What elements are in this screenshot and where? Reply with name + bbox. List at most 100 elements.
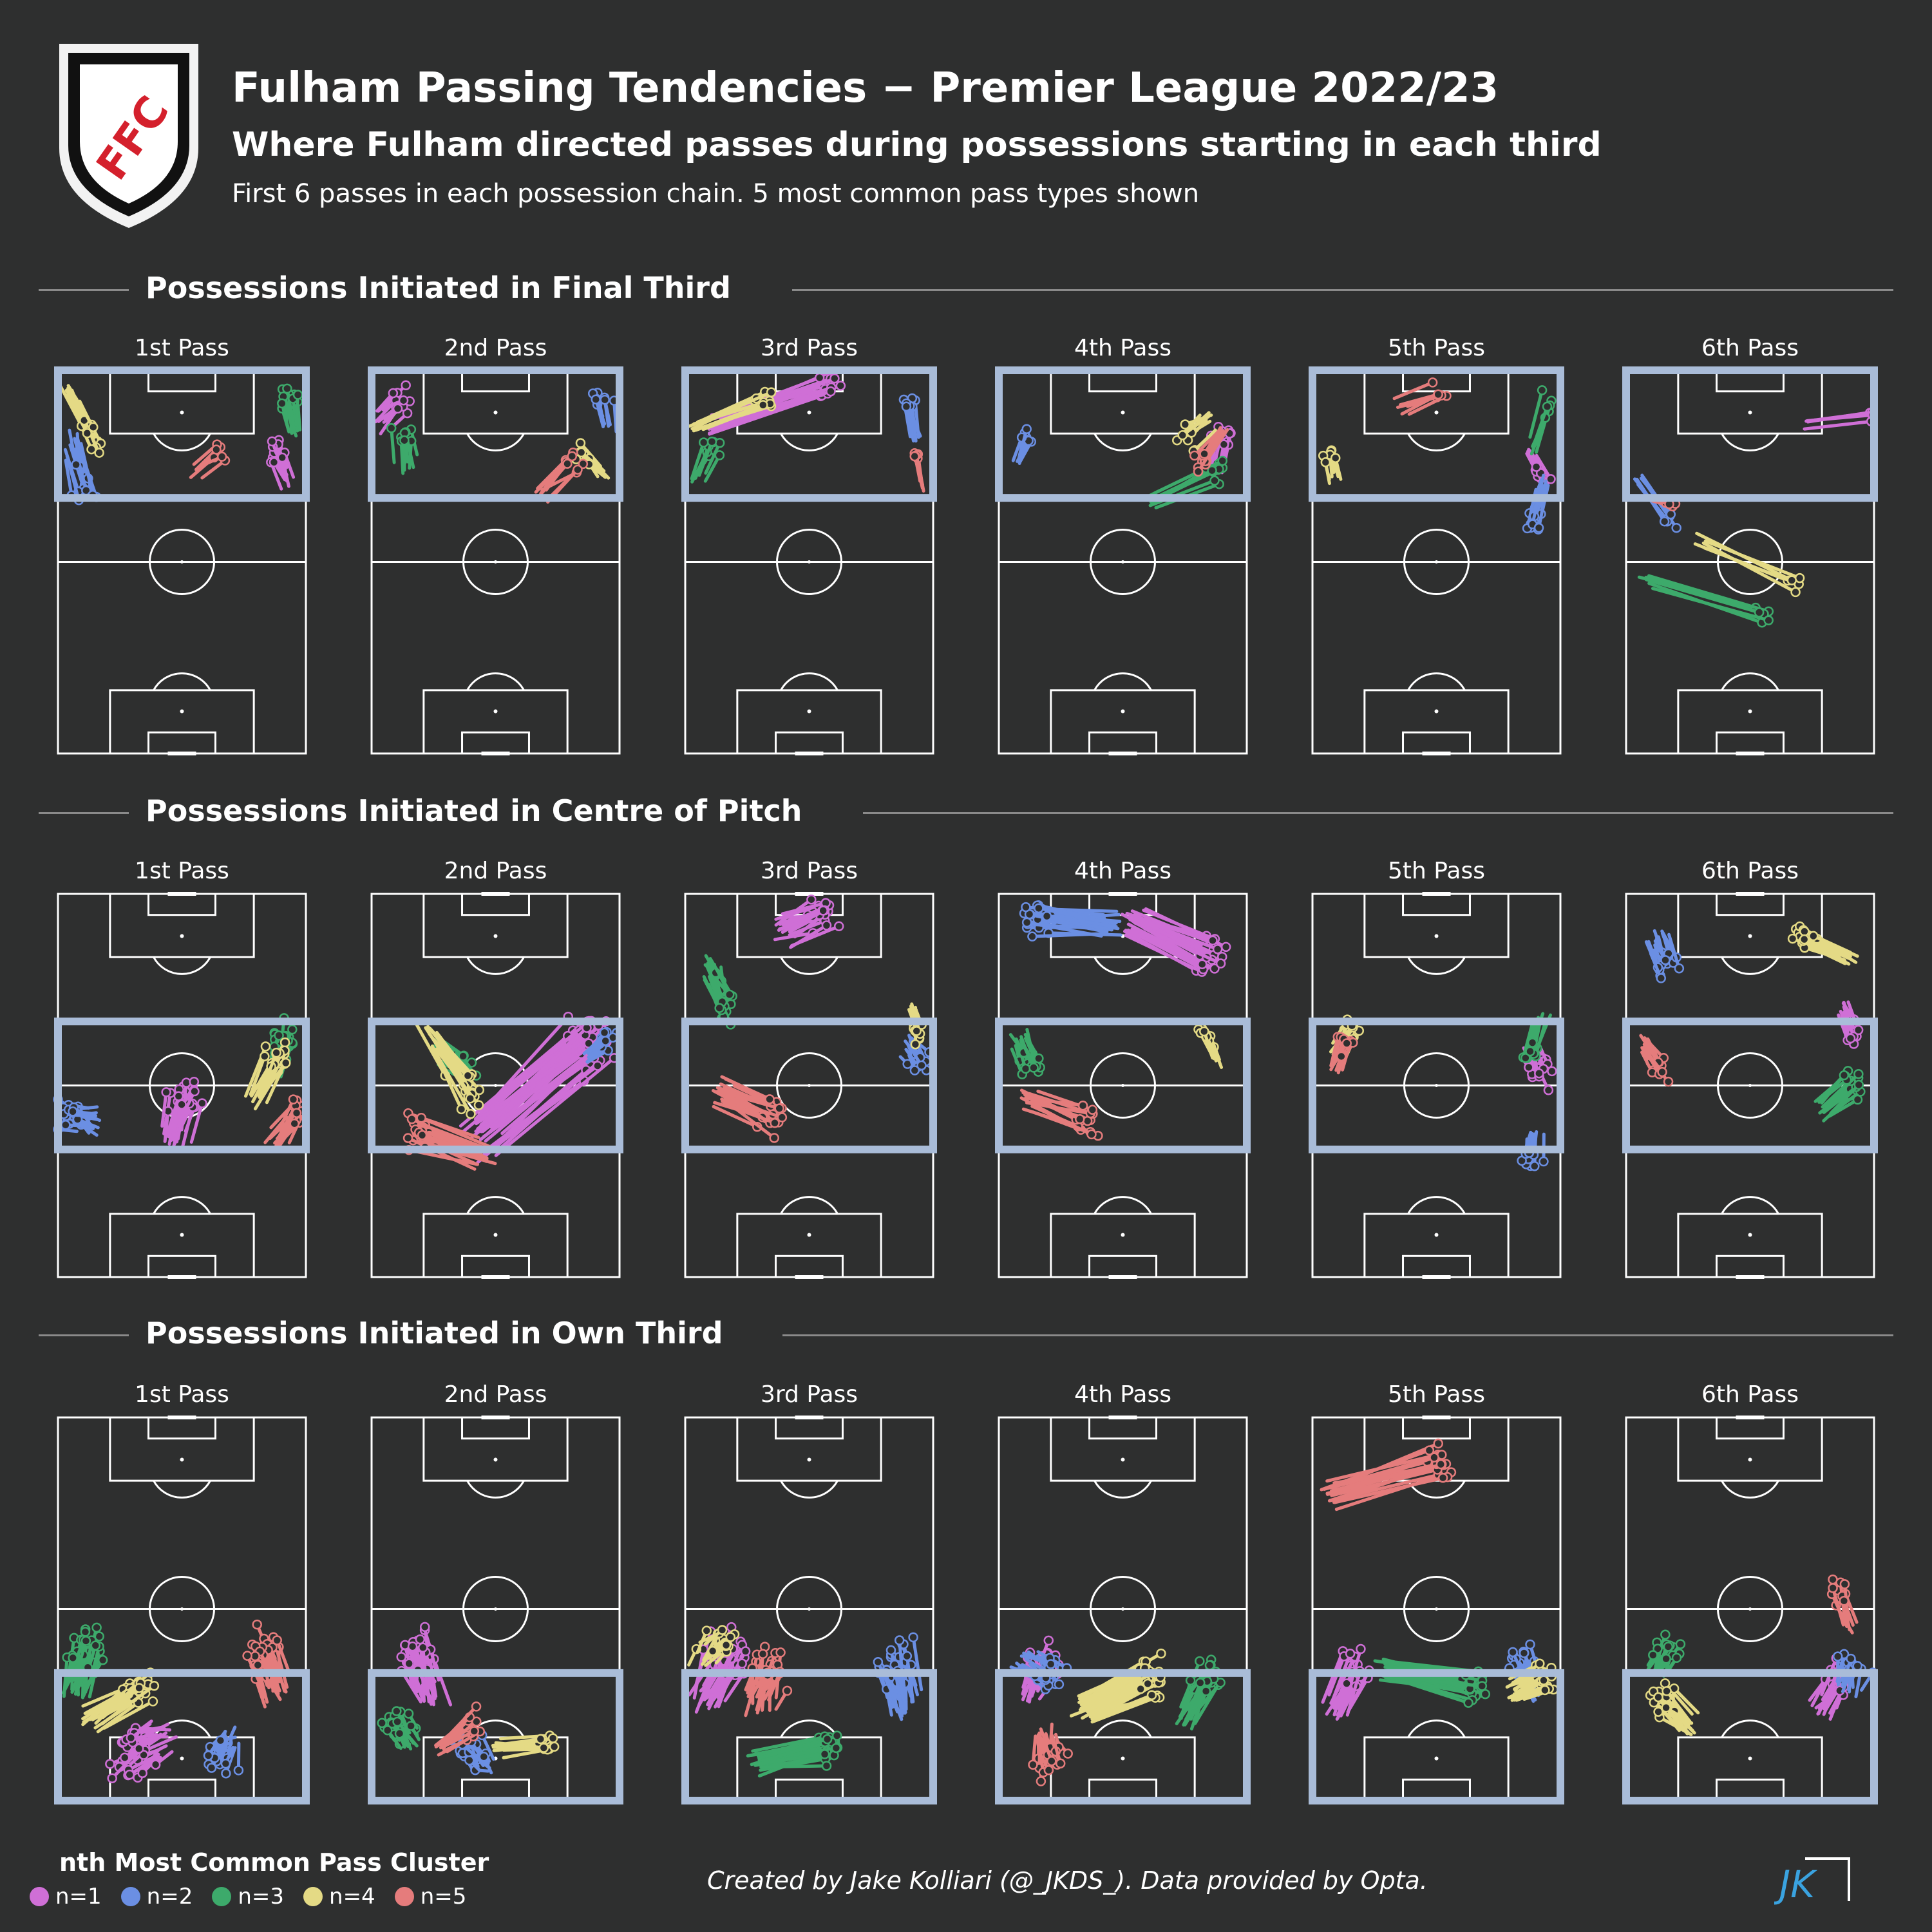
pass-cluster-n4 xyxy=(1193,1023,1224,1069)
pass-line xyxy=(491,1737,542,1747)
pass-end-marker xyxy=(161,1087,171,1097)
pass-end-marker xyxy=(473,1100,484,1110)
legend-item-n2: n=2 xyxy=(120,1884,193,1909)
pass-end-marker xyxy=(831,1730,842,1741)
pass-line xyxy=(68,428,78,467)
pass-end-marker xyxy=(277,398,287,409)
pass-cluster-n4 xyxy=(491,1730,560,1759)
pitch-panel xyxy=(681,892,937,1279)
pass-cluster-n2 xyxy=(445,1726,495,1776)
pass-line xyxy=(876,1660,894,1694)
pass-cluster-n5 xyxy=(263,1094,310,1153)
pass-end-marker xyxy=(1437,1472,1448,1483)
pass-end-marker xyxy=(1045,1659,1056,1669)
pass-line xyxy=(687,1660,714,1697)
pass-line xyxy=(1320,1448,1431,1492)
pass-line xyxy=(160,1090,168,1128)
pass-cluster-n2 xyxy=(898,1034,934,1075)
pass-end-marker xyxy=(124,1769,135,1780)
pass-cluster-n2 xyxy=(63,428,102,506)
pass-end-marker xyxy=(575,438,586,448)
pass-end-marker xyxy=(721,1640,732,1651)
pass-end-marker xyxy=(873,1657,884,1667)
pass-end-marker xyxy=(707,1645,718,1656)
pass-line xyxy=(911,1635,923,1692)
pass-line xyxy=(105,1684,156,1722)
pass-cluster-n4 xyxy=(571,438,611,480)
pass-end-marker xyxy=(406,1721,416,1731)
pass-cluster-n5 xyxy=(534,447,589,504)
pass-line xyxy=(1667,933,1681,971)
pass-line xyxy=(1090,1693,1153,1721)
pass-end-marker xyxy=(1790,587,1801,598)
pass-line xyxy=(1533,404,1549,443)
pass-line xyxy=(704,441,722,475)
pass-line xyxy=(486,1064,600,1150)
pass-line xyxy=(277,1097,295,1132)
pass-end-marker xyxy=(591,394,601,404)
pass-end-marker xyxy=(911,1026,922,1036)
pass-end-marker xyxy=(1356,1643,1366,1654)
pass-end-marker xyxy=(831,1743,842,1754)
pass-end-marker xyxy=(150,1759,161,1770)
pass-end-marker xyxy=(1207,465,1217,476)
pass-title: 1st Pass xyxy=(135,1381,229,1408)
pass-line xyxy=(705,963,724,1004)
pass-line xyxy=(1090,1696,1157,1724)
pass-end-marker xyxy=(1063,1748,1073,1759)
pass-end-marker xyxy=(1527,1037,1538,1048)
pass-end-marker xyxy=(1839,1596,1850,1606)
pass-end-marker xyxy=(1547,1066,1557,1077)
pass-end-marker xyxy=(908,1632,918,1643)
pass-end-marker xyxy=(1852,1661,1862,1671)
pass-end-marker xyxy=(1665,509,1676,520)
pass-line xyxy=(707,1672,728,1710)
legend-title: nth Most Common Pass Cluster xyxy=(59,1848,489,1877)
pass-line xyxy=(1805,413,1875,422)
pass-end-marker xyxy=(176,1099,187,1110)
pass-line xyxy=(1183,1689,1208,1727)
pass-end-marker xyxy=(1546,474,1556,484)
pass-line xyxy=(1651,587,1770,622)
pitch-panel xyxy=(368,892,623,1279)
pass-end-marker xyxy=(833,921,844,932)
pass-cluster-n4 xyxy=(415,1023,485,1119)
pass-end-marker xyxy=(1034,1053,1044,1064)
section-label: Possessions Initiated in Centre of Pitch xyxy=(146,793,817,828)
pass-end-marker xyxy=(1660,955,1671,965)
pass-end-marker xyxy=(1043,1635,1054,1646)
pass-end-marker xyxy=(725,1632,736,1642)
pass-line xyxy=(294,393,300,427)
pass-line xyxy=(491,1026,589,1118)
pass-line xyxy=(180,1105,194,1150)
pass-end-marker xyxy=(549,1741,560,1752)
pass-end-marker xyxy=(1808,931,1819,942)
pass-cluster-n4 xyxy=(1693,531,1805,598)
pass-end-marker xyxy=(1674,963,1685,974)
pass-end-marker xyxy=(1853,1025,1864,1036)
pass-line xyxy=(756,1752,827,1766)
pass-end-marker xyxy=(398,395,409,406)
pass-end-marker xyxy=(1077,1100,1088,1111)
pass-line xyxy=(712,1104,759,1129)
pass-cluster-n4 xyxy=(1069,1648,1166,1724)
pass-cluster-n2 xyxy=(1644,929,1685,983)
pass-end-marker xyxy=(894,1635,905,1645)
legend-label: n=3 xyxy=(238,1884,285,1909)
start-zone-highlight xyxy=(1622,366,1878,502)
pass-line xyxy=(1818,1087,1852,1115)
pass-line xyxy=(143,1735,178,1752)
pass-line xyxy=(275,1638,291,1674)
pass-end-marker xyxy=(1794,573,1805,583)
pitch-panel xyxy=(1622,1416,1878,1804)
pass-line xyxy=(1333,1476,1445,1504)
start-zone-highlight xyxy=(1309,1669,1564,1804)
pass-end-marker xyxy=(1531,462,1542,472)
pass-end-marker xyxy=(886,1645,896,1656)
pass-end-marker xyxy=(1853,1079,1864,1090)
pass-end-marker xyxy=(770,1118,780,1128)
pass-end-marker xyxy=(1028,1063,1039,1073)
pass-end-marker xyxy=(822,1734,833,1745)
pass-end-marker xyxy=(105,1759,115,1769)
pass-line xyxy=(1077,1660,1146,1701)
